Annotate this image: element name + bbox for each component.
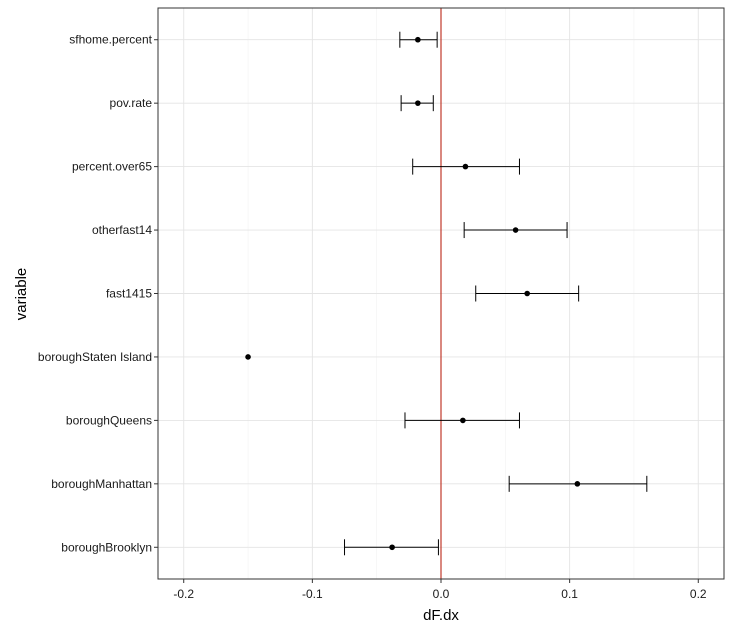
x-tick-label: 0.2	[690, 587, 707, 601]
y-tick-label: fast1415	[106, 287, 152, 301]
x-tick-label: -0.1	[302, 587, 323, 601]
x-axis-ticks: -0.2 -0.1 0.0 0.1 0.2	[173, 579, 707, 601]
data-point	[462, 163, 469, 170]
y-tick-label: boroughStaten Island	[38, 350, 152, 364]
data-point	[415, 36, 421, 43]
y-tick-label: pov.rate	[110, 96, 153, 110]
y-axis-title: variable	[13, 268, 30, 321]
data-point	[460, 417, 466, 424]
x-axis-title: dF.dx	[423, 607, 459, 624]
data-points	[245, 36, 581, 551]
data-point	[389, 544, 395, 551]
y-tick-label: boroughBrooklyn	[61, 540, 152, 554]
y-tick-label: boroughQueens	[66, 413, 152, 427]
y-tick-label: percent.over65	[72, 160, 152, 174]
x-tick-label: 0.0	[433, 587, 450, 601]
y-tick-label: sfhome.percent	[69, 33, 152, 47]
y-tick-label: otherfast14	[92, 223, 152, 237]
x-tick-label: 0.1	[561, 587, 578, 601]
x-tick-label: -0.2	[173, 587, 194, 601]
data-point	[245, 354, 251, 360]
y-tick-label: boroughManhattan	[51, 477, 152, 491]
data-point	[512, 227, 519, 233]
data-point	[574, 481, 581, 487]
y-axis-ticks: sfhome.percent pov.rate percent.over65 othe…	[38, 33, 158, 554]
data-point	[415, 100, 421, 106]
data-point	[524, 290, 530, 297]
error-bars	[344, 31, 648, 556]
